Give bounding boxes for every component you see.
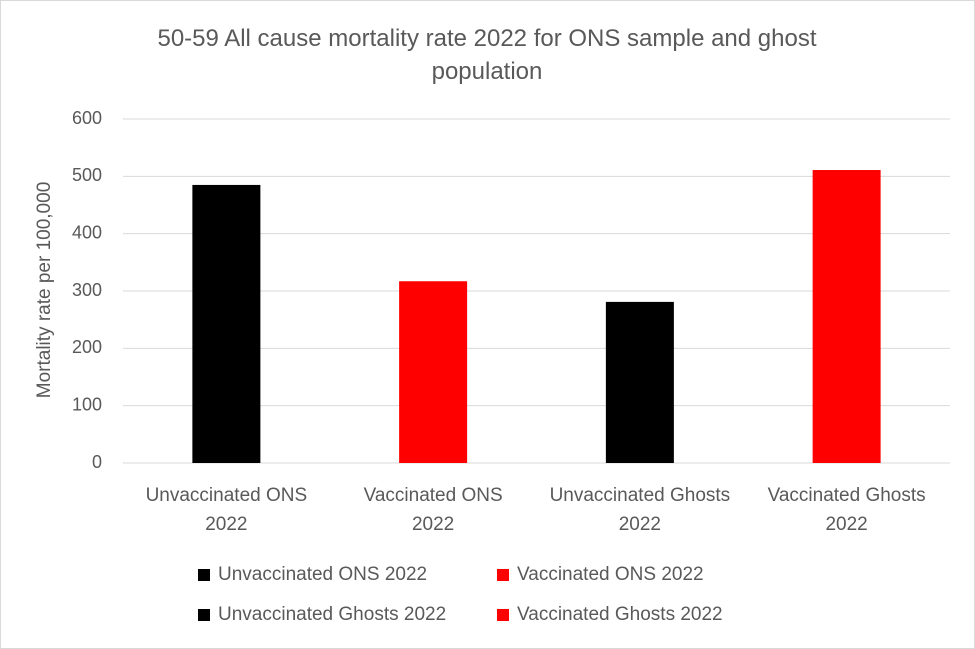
y-axis-label: Mortality rate per 100,000 — [34, 182, 55, 399]
legend-label: Vaccinated Ghosts 2022 — [517, 604, 723, 625]
chart-title: 50-59 All cause mortality rate 2022 for … — [157, 25, 816, 85]
legend-label: Unvaccinated ONS 2022 — [218, 564, 427, 585]
legend-label: Vaccinated ONS 2022 — [517, 564, 704, 585]
bar — [192, 184, 261, 463]
x-tick-label: Vaccinated Ghosts 2022 — [768, 485, 926, 535]
y-tick-label: 300 — [72, 280, 102, 300]
legend-swatch — [198, 609, 210, 621]
y-tick-label: 400 — [72, 222, 102, 242]
legend-swatch — [198, 569, 210, 581]
y-tick-label: 200 — [72, 337, 102, 357]
x-tick-label: Unvaccinated Ghosts 2022 — [550, 485, 731, 535]
y-tick-label: 100 — [72, 394, 102, 414]
x-tick-label: Vaccinated ONS 2022 — [364, 485, 503, 535]
x-tick-label: Unvaccinated ONS 2022 — [146, 485, 308, 535]
bar — [399, 281, 468, 463]
legend-swatch — [497, 569, 509, 581]
bar — [605, 301, 674, 463]
bar — [812, 170, 881, 463]
y-tick-label: 600 — [72, 108, 102, 128]
legend-label: Unvaccinated Ghosts 2022 — [218, 604, 446, 625]
legend-swatch — [497, 609, 509, 621]
y-tick-label: 0 — [92, 452, 102, 472]
y-tick-label: 500 — [72, 165, 102, 185]
